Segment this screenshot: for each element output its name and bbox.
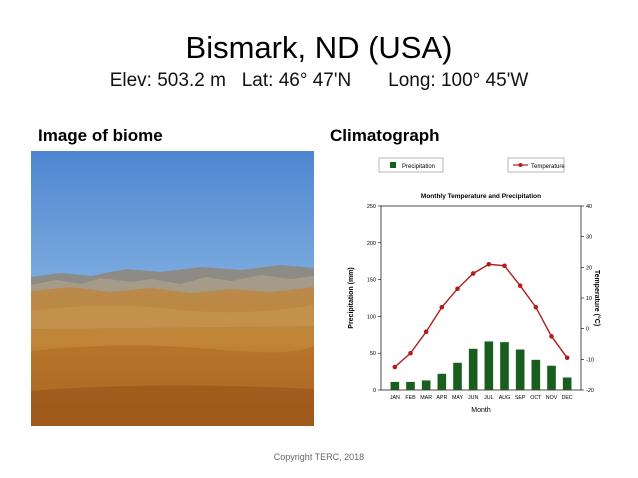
x-tick-label: JUN (468, 395, 478, 401)
climatograph-svg: Precipitation Temperature Monthly Temper… (348, 157, 601, 414)
x-label: Month (471, 407, 491, 414)
precipitation-bar (547, 365, 556, 390)
x-tick-label: OCT (530, 395, 542, 401)
latitude-text: Lat: 46° 47'N (241, 70, 352, 91)
temperature-point (439, 304, 445, 310)
precipitation-bar (390, 381, 400, 390)
x-tick-label: MAR (420, 395, 432, 401)
temperature-point (392, 364, 398, 370)
x-tick-label: FEB (405, 395, 416, 401)
chart-title: Monthly Temperature and Precipitation (421, 193, 541, 200)
y-right-tick-label: -20 (586, 388, 594, 394)
y-left-tick-label: 50 (370, 351, 376, 357)
x-tick-label: APR (436, 395, 447, 401)
chart-heading: Climatograph (330, 126, 440, 145)
legend-precip-label: Precipitation (402, 164, 435, 170)
y-left-label: Precipitation (mm) (348, 267, 355, 328)
copyright-text: Copyright TERC, 2018 (273, 452, 365, 462)
y-left-tick-label: 100 (367, 314, 376, 320)
left-axis: 0 50 100 150 200 250 (367, 204, 381, 394)
temperature-point (455, 286, 460, 292)
precipitation-bar (515, 349, 525, 390)
x-tick-label: JUL (484, 395, 493, 401)
temperature-point (486, 261, 492, 267)
climatograph: Precipitation Temperature Monthly Temper… (336, 150, 606, 420)
legend-precip-swatch (390, 162, 396, 168)
x-tick-label: JAN (390, 395, 400, 401)
y-left-tick-label: 150 (367, 278, 376, 284)
legend-temp-label: Temperature (531, 164, 565, 170)
y-left-tick-label: 200 (367, 241, 376, 247)
plot-frame (380, 205, 582, 391)
right-axis: -20 -10 0 10 20 30 40 (581, 204, 594, 394)
precipitation-bar (437, 373, 447, 390)
precipitation-bar (500, 342, 509, 390)
legend-temp-box (507, 157, 565, 173)
x-tick-label: NOV (546, 395, 558, 401)
elevation-text: Elev: 503.2 m (109, 70, 226, 91)
temperature-line (392, 261, 570, 370)
location-info: Elev: 503.2 m Lat: 46° 47'N Long: 100° 4… (0, 70, 638, 92)
precipitation-bar (453, 362, 462, 390)
legend-temp-marker (518, 163, 523, 167)
precipitation-bar (421, 380, 431, 390)
temperature-point (502, 263, 507, 269)
x-tick-label: MAY (452, 395, 464, 401)
temperature-point (408, 350, 413, 356)
legend-precip-box (378, 157, 444, 173)
y-right-tick-label: -10 (586, 357, 594, 363)
y-right-tick-label: 0 (586, 327, 589, 333)
temperature-point (470, 271, 476, 276)
temperature-point (564, 355, 570, 361)
biome-photo (31, 151, 314, 426)
y-left-tick-label: 250 (367, 204, 376, 210)
precipitation-bar (406, 381, 415, 390)
precipitation-bar (531, 359, 541, 390)
longitude-text: Long: 100° 45'W (388, 70, 529, 91)
y-right-tick-label: 30 (586, 235, 592, 241)
y-left-tick-label: 0 (373, 388, 376, 394)
temperature-point (423, 329, 429, 335)
x-tick-label: DEC (562, 395, 573, 401)
precipitation-bars (390, 341, 572, 390)
temperature-point (517, 283, 523, 289)
y-right-label: Temperature (°C) (593, 270, 601, 326)
y-right-tick-label: 10 (586, 296, 592, 302)
x-axis: JAN FEB MAR APR MAY JUN JUL AUG SEP OCT NOV DEC (390, 395, 573, 401)
image-heading: Image of biome (38, 126, 163, 145)
x-tick-label: SEP (515, 395, 526, 401)
slide-title: Bismark, ND (USA) (185, 30, 453, 65)
x-tick-label: AUG (499, 395, 510, 401)
y-right-tick-label: 40 (586, 204, 592, 210)
y-right-tick-label: 20 (586, 265, 592, 271)
temperature-point (549, 334, 554, 339)
temperature-point (533, 304, 539, 310)
temperature-polyline (394, 263, 568, 368)
precipitation-bar (562, 377, 572, 390)
precipitation-bar (484, 341, 494, 390)
precipitation-bar (468, 348, 478, 390)
